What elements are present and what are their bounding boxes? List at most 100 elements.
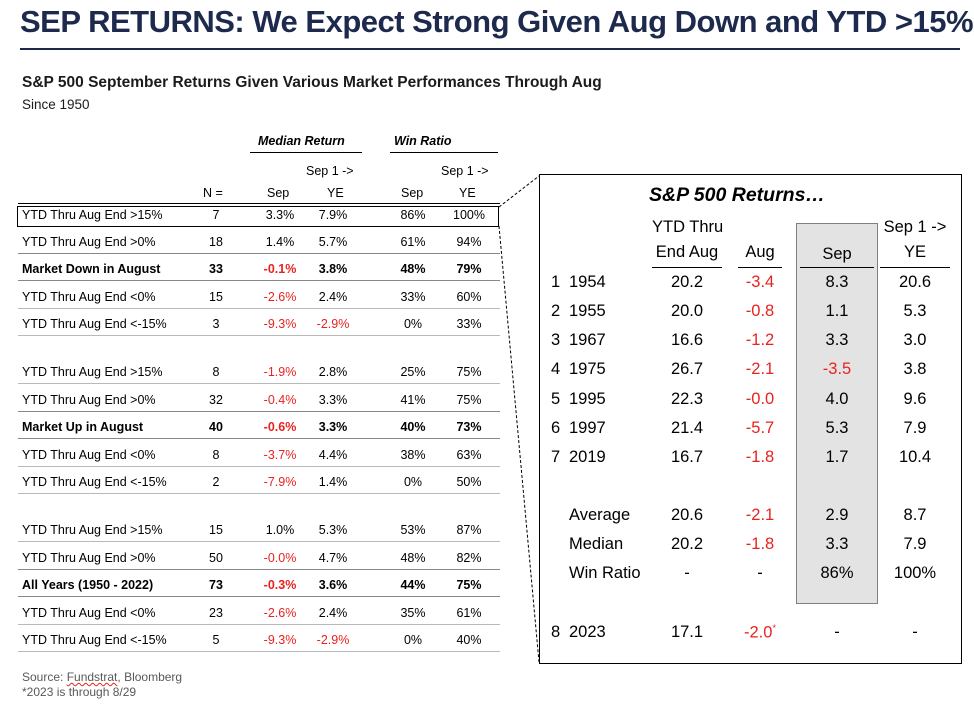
detail-row-aug: -1.2 <box>745 331 775 349</box>
left-cell-label: YTD Thru Aug End <0% <box>22 290 156 304</box>
detail-row-ytd: 20.2 <box>670 273 704 291</box>
left-cell-n: 15 <box>209 523 223 537</box>
left-cell-win-ye: 75% <box>456 365 482 379</box>
left-cell-n: 5 <box>212 633 220 647</box>
detail-row-year: 2019 <box>569 448 606 466</box>
detail-summary-label: Win Ratio <box>569 564 641 582</box>
left-cell-med-ye: -2.9% <box>316 633 350 647</box>
detail-row-aug: -1.8 <box>745 448 775 466</box>
left-cell-label: Market Up in August <box>22 420 144 434</box>
footnote: *2023 is through 8/29 <box>22 685 137 699</box>
left-cell-win-ye: 79% <box>456 262 482 276</box>
left-cell-med-sep: -1.9% <box>263 365 297 379</box>
left-cell-win-ye: 61% <box>456 606 482 620</box>
left-cell-win-sep: 41% <box>400 393 426 407</box>
detail-summary-label: Average <box>569 506 631 524</box>
left-cell-label: YTD Thru Aug End >15% <box>22 365 163 379</box>
left-cell-med-sep: -0.0% <box>263 551 297 565</box>
left-cell-med-ye: 3.8% <box>318 262 348 276</box>
detail-row-sep: 1.7 <box>825 448 849 466</box>
footnote-mark: * <box>772 623 776 633</box>
left-cell-n: 8 <box>212 448 220 462</box>
median-sep-header: Sep <box>267 186 290 200</box>
detail-row-index: 6 <box>551 419 561 437</box>
highlight-box <box>17 206 499 227</box>
left-cell-win-ye: 82% <box>456 551 482 565</box>
left-cell-win-ye: 87% <box>456 523 482 537</box>
left-cell-win-sep: 38% <box>400 448 426 462</box>
left-cell-win-ye: 94% <box>456 235 482 249</box>
detail-current-index: 8 <box>551 623 561 641</box>
left-cell-med-ye: 3.6% <box>318 578 348 592</box>
left-cell-label: YTD Thru Aug End <-15% <box>22 475 167 489</box>
win-header-rule <box>390 152 498 153</box>
detail-row-sep: 3.3 <box>825 331 849 349</box>
left-cell-label: YTD Thru Aug End >0% <box>22 235 156 249</box>
header-rule <box>18 203 500 204</box>
detail-row-aug: -0.8 <box>745 302 775 320</box>
left-cell-med-sep: -9.3% <box>263 317 297 331</box>
connector-top <box>498 175 540 208</box>
detail-row-ytd: 22.3 <box>670 390 704 408</box>
ye-header-rule <box>880 267 950 268</box>
detail-aug-header: Aug <box>745 243 775 261</box>
left-cell-win-sep: 0% <box>403 633 423 647</box>
left-cell-win-sep: 25% <box>400 365 426 379</box>
detail-row-ytd: 20.0 <box>670 302 704 320</box>
detail-summary-ye: 7.9 <box>903 535 927 553</box>
left-cell-label: YTD Thru Aug End >0% <box>22 551 156 565</box>
left-cell-n: 3 <box>212 317 220 331</box>
left-cell-n: 73 <box>209 578 223 592</box>
detail-row-aug: -5.7 <box>745 419 775 437</box>
detail-current-aug-value: -2.0 <box>744 623 773 642</box>
detail-row-ytd: 21.4 <box>670 419 704 437</box>
left-cell-med-ye: 4.7% <box>318 551 348 565</box>
left-cell-med-ye: 5.7% <box>318 235 348 249</box>
left-row-divider <box>18 253 500 254</box>
left-cell-med-sep: -0.1% <box>263 262 297 276</box>
detail-summary-ye: 100% <box>893 564 937 582</box>
detail-summary-sep: 86% <box>820 564 854 582</box>
left-cell-label: YTD Thru Aug End <0% <box>22 448 156 462</box>
left-cell-win-ye: 40% <box>456 633 482 647</box>
left-cell-med-sep: -9.3% <box>263 633 297 647</box>
detail-ytd-header-bottom: End Aug <box>655 243 719 261</box>
left-row-divider <box>18 308 500 309</box>
detail-panel <box>539 174 962 664</box>
detail-sep1-header: Sep 1 -> <box>883 218 947 236</box>
source-name: Fundstrat <box>66 670 118 684</box>
sep-header-rule <box>800 267 874 268</box>
left-cell-n: 2 <box>212 475 220 489</box>
detail-row-ye: 3.8 <box>903 360 927 378</box>
left-cell-med-ye: 7.9% <box>318 208 348 222</box>
left-cell-win-ye: 75% <box>456 393 482 407</box>
left-cell-win-sep: 0% <box>403 475 423 489</box>
detail-row-ye: 7.9 <box>903 419 927 437</box>
detail-row-ye: 5.3 <box>903 302 927 320</box>
left-cell-n: 32 <box>209 393 223 407</box>
left-cell-med-sep: -0.4% <box>263 393 297 407</box>
source-note: Source: Fundstrat, Bloomberg <box>22 670 182 684</box>
left-cell-n: 50 <box>209 551 223 565</box>
left-cell-med-ye: 1.4% <box>318 475 348 489</box>
left-cell-med-ye: 2.8% <box>318 365 348 379</box>
detail-row-year: 1995 <box>569 390 606 408</box>
left-cell-med-ye: 4.4% <box>318 448 348 462</box>
left-row-divider <box>18 541 500 542</box>
left-cell-med-sep: 1.0% <box>265 523 295 537</box>
detail-summary-label: Median <box>569 535 624 553</box>
detail-current-ye: - <box>912 623 918 641</box>
detail-row-index: 3 <box>551 331 561 349</box>
detail-row-year: 1967 <box>569 331 606 349</box>
since-note: Since 1950 <box>22 97 90 112</box>
detail-row-index: 7 <box>551 448 561 466</box>
detail-current-year: 2023 <box>569 623 606 641</box>
left-cell-win-sep: 61% <box>400 235 426 249</box>
left-cell-med-ye: 2.4% <box>318 606 348 620</box>
left-cell-win-ye: 73% <box>456 420 482 434</box>
aug-header-rule <box>738 267 782 268</box>
left-cell-n: 8 <box>212 365 220 379</box>
left-row-divider <box>18 280 500 281</box>
detail-row-sep: -3.5 <box>822 360 852 378</box>
left-cell-med-sep: -3.7% <box>263 448 297 462</box>
